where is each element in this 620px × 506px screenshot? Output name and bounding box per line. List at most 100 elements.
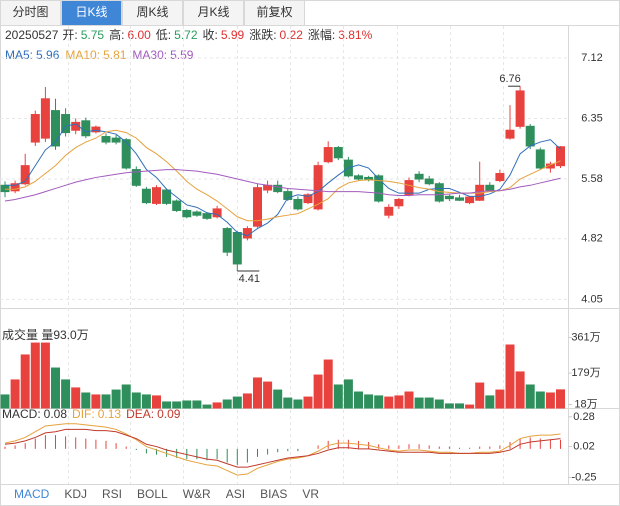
tab-label[interactable]: 前复权 — [256, 4, 292, 19]
candle-body — [485, 184, 495, 191]
macd-tick-label: -0.25 — [571, 471, 596, 483]
volume-bar — [495, 389, 505, 409]
candle-body — [101, 136, 111, 143]
volume-bar — [71, 387, 81, 409]
tab-label[interactable]: 分时图 — [12, 5, 48, 19]
volume-bar — [384, 396, 394, 409]
date: 20250527 — [5, 28, 59, 42]
macd-tick-label: 0.28 — [573, 411, 594, 423]
candle-body — [525, 125, 535, 147]
candle-body — [152, 187, 161, 204]
tab[interactable] — [122, 0, 183, 26]
candle-body — [182, 209, 192, 218]
candle-body — [323, 147, 333, 163]
indicator-tab[interactable]: KDJ — [64, 487, 87, 501]
volume-bar — [354, 391, 363, 409]
candle-body — [556, 146, 565, 167]
tab[interactable] — [244, 0, 305, 26]
candle-body — [495, 173, 505, 182]
volume-title: 成交量 量93.0万 — [2, 327, 89, 342]
volume-bar — [374, 395, 384, 409]
volume-bar — [0, 394, 10, 409]
volume-bar — [273, 389, 283, 409]
volume-bar — [263, 381, 273, 409]
field-value: 5.72 — [174, 28, 198, 42]
indicator-tab[interactable]: W&R — [183, 487, 211, 501]
volume-bar — [303, 396, 313, 409]
volume-bar — [556, 389, 565, 409]
y-tick-label: 5.58 — [581, 173, 602, 185]
candle-body — [444, 195, 454, 200]
candle-body — [202, 213, 212, 219]
volume-bar — [253, 377, 262, 409]
field-value: 3.81% — [338, 28, 372, 42]
indicator-tab[interactable]: BOLL — [137, 487, 168, 501]
volume-bar — [333, 384, 343, 409]
volume-bar — [465, 404, 475, 409]
volume-bar — [101, 394, 111, 409]
field-value: 5.75 — [81, 28, 105, 42]
candle-body — [30, 114, 40, 143]
macd-tick-label: 0.02 — [573, 440, 594, 452]
indicator-tab[interactable]: ASI — [226, 487, 245, 501]
indicator-tab[interactable]: VR — [302, 487, 319, 501]
candle-body — [162, 189, 172, 204]
ma-value: 5.81 — [103, 48, 127, 62]
candle-body — [121, 139, 131, 169]
tab-label[interactable]: 日K线 — [75, 5, 107, 19]
volume-bar — [485, 395, 495, 409]
candle-body — [394, 198, 404, 207]
volume-bar — [51, 367, 60, 409]
volume-bar — [232, 396, 242, 409]
field-label: 收: — [203, 28, 218, 42]
volume-bar — [313, 374, 323, 409]
volume-bar — [283, 397, 293, 409]
candle-body — [303, 194, 313, 204]
macd-name: DIF: — [72, 407, 95, 421]
volume-bar — [515, 371, 525, 409]
volume-bar — [111, 389, 121, 409]
ma-name: MA10: — [65, 48, 100, 62]
tab[interactable] — [0, 0, 61, 26]
dea-line — [4, 428, 561, 468]
indicator-tab[interactable]: MACD — [14, 487, 50, 501]
volume-tick-label: 179万 — [571, 367, 600, 379]
low-label: 4.41 — [239, 273, 260, 285]
volume-tick-label: 361万 — [571, 332, 600, 344]
indicator-tab[interactable]: RSI — [102, 487, 122, 501]
indicator-tab[interactable]: BIAS — [260, 487, 287, 501]
candle-body — [404, 180, 414, 196]
candle-body — [505, 129, 515, 139]
macd-name: MACD: — [2, 407, 41, 421]
field-label: 涨跌: — [249, 27, 276, 42]
ma-value: 5.59 — [170, 48, 194, 62]
candle-body — [535, 149, 545, 169]
high-label: 6.76 — [499, 73, 520, 85]
volume-tick-label: 18万 — [574, 398, 597, 410]
volume-bar — [61, 379, 71, 409]
candle-body — [465, 196, 475, 204]
candle-body — [545, 163, 555, 169]
tab-label[interactable]: 月K线 — [197, 5, 229, 19]
volume-bar — [10, 379, 20, 409]
candle-body — [71, 121, 81, 131]
volume-bar — [40, 342, 50, 409]
macd-value: 0.13 — [98, 407, 122, 421]
candle-body — [273, 184, 283, 193]
tab[interactable] — [61, 0, 122, 26]
ma-line — [5, 123, 561, 237]
volume-bar — [293, 399, 303, 409]
macd-value: 0.09 — [157, 407, 181, 421]
quote-info: 20250527 开: 5.75 高: 6.00 低: 5.72 收: 5.99 涨跌: 0.22 涨… — [5, 27, 373, 42]
volume-bar — [121, 384, 131, 409]
volume-bar — [475, 382, 485, 409]
tab[interactable] — [183, 0, 244, 26]
y-tick-label: 4.05 — [581, 293, 602, 305]
volume-bar — [192, 400, 202, 409]
volume-bar — [212, 402, 222, 409]
candle-body — [10, 183, 20, 192]
tab-label[interactable]: 周K线 — [136, 5, 168, 19]
field-value: 0.22 — [280, 28, 304, 42]
